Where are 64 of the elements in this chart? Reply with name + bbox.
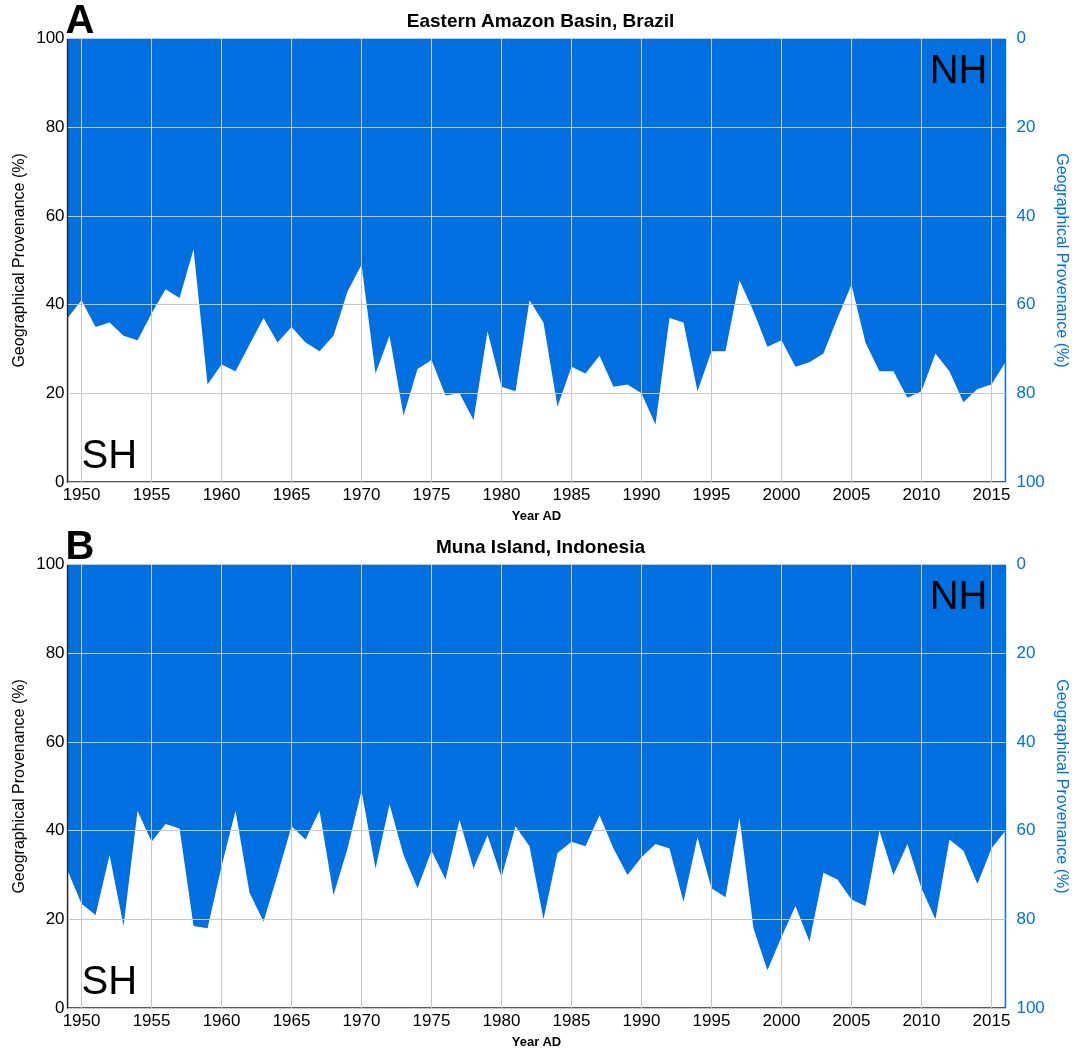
annotation: B <box>65 522 95 567</box>
x-tick-label: 2000 <box>762 484 801 504</box>
x-tick-label: 1985 <box>552 484 591 504</box>
x-axis-title: Year AD <box>511 507 562 523</box>
y2-tick-label: 80 <box>1016 383 1036 403</box>
x-tick-label: 1985 <box>552 1010 591 1030</box>
x-tick-label: 1995 <box>692 1010 731 1030</box>
x-tick-label: 1965 <box>272 484 311 504</box>
y2-tick-label: 0 <box>1016 28 1026 48</box>
y-tick-label: 20 <box>45 383 65 403</box>
annotation: SH <box>81 432 138 476</box>
y-axis-title: Geographical Provenance (%) <box>10 679 28 894</box>
y2-tick-label: 60 <box>1016 294 1036 314</box>
y-tick-label: 40 <box>45 820 65 840</box>
chart-title: Eastern Amazon Basin, Brazil <box>406 9 675 31</box>
annotation: A <box>65 0 95 41</box>
annotation: SH <box>81 958 138 1002</box>
y-tick-label: 60 <box>45 731 65 751</box>
x-tick-label: 1960 <box>202 484 241 504</box>
x-tick-label: 1970 <box>342 1010 381 1030</box>
y2-tick-label: 20 <box>1016 643 1036 663</box>
x-tick-label: 1980 <box>482 484 521 504</box>
x-tick-label: 1955 <box>132 484 171 504</box>
x-tick-label: 1975 <box>412 484 451 504</box>
y-tick-label: 100 <box>36 554 65 574</box>
y-tick-label: 80 <box>45 117 65 137</box>
x-tick-label: 1990 <box>622 484 661 504</box>
x-tick-label: 2010 <box>902 484 941 504</box>
y2-axis-title: Geographical Provenance (%) <box>1053 153 1071 368</box>
series-label: NH <box>929 572 988 617</box>
y2-tick-label: 100 <box>1016 471 1045 491</box>
x-tick-label: 2010 <box>902 1010 941 1030</box>
x-tick-label: 1990 <box>622 1010 661 1030</box>
x-tick-label: 2005 <box>832 484 871 504</box>
x-axis-title: Year AD <box>511 1033 562 1049</box>
x-tick-label: 2015 <box>972 484 1011 504</box>
x-tick-label: 1995 <box>692 484 731 504</box>
y2-tick-label: 60 <box>1016 820 1036 840</box>
y2-tick-label: 40 <box>1016 731 1036 751</box>
series-label: NH <box>929 46 988 91</box>
y2-tick-label: 20 <box>1016 117 1036 137</box>
x-tick-label: 2015 <box>972 1010 1011 1030</box>
y-axis-title: Geographical Provenance (%) <box>10 153 28 368</box>
y-tick-label: 0 <box>55 997 65 1017</box>
x-tick-label: 1955 <box>132 1010 171 1030</box>
y-tick-label: 100 <box>36 28 65 48</box>
x-tick-label: 1975 <box>412 1010 451 1030</box>
y-tick-label: 0 <box>55 471 65 491</box>
y2-axis-title: Geographical Provenance (%) <box>1053 679 1071 894</box>
x-tick-label: 2000 <box>762 1010 801 1030</box>
x-tick-label: 1965 <box>272 1010 311 1030</box>
x-tick-label: 1970 <box>342 484 381 504</box>
x-tick-label: 1960 <box>202 1010 241 1030</box>
y2-tick-label: 40 <box>1016 205 1036 225</box>
x-tick-label: 1980 <box>482 1010 521 1030</box>
y2-tick-label: 80 <box>1016 909 1036 929</box>
x-tick-label: 2005 <box>832 1010 871 1030</box>
y-tick-label: 40 <box>45 294 65 314</box>
y-tick-label: 80 <box>45 643 65 663</box>
y2-tick-label: 0 <box>1016 554 1026 574</box>
y-tick-label: 60 <box>45 205 65 225</box>
y2-tick-label: 100 <box>1016 997 1045 1017</box>
y-tick-label: 20 <box>45 909 65 929</box>
chart-title: Muna Island, Indonesia <box>435 535 646 557</box>
